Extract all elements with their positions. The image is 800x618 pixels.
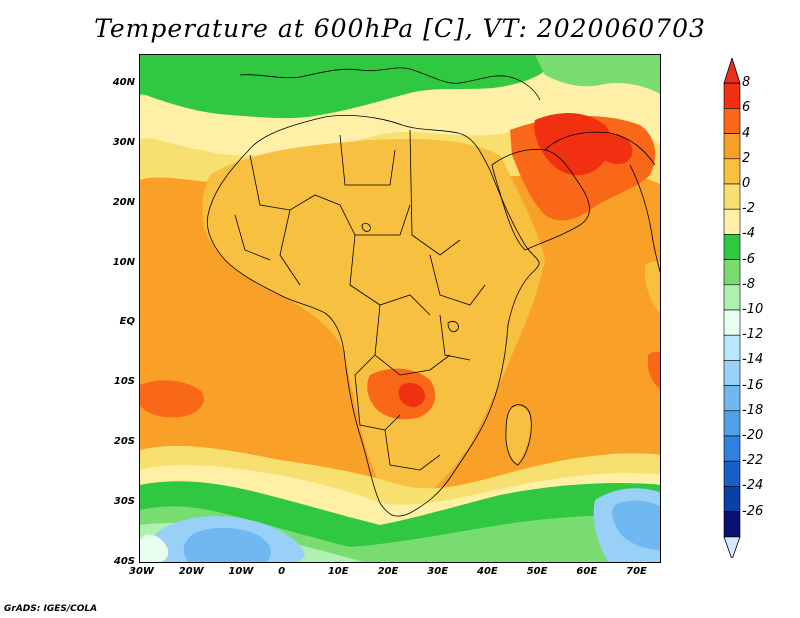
field-atlantic-hot bbox=[140, 380, 204, 418]
colorbar-swatch bbox=[723, 82, 741, 109]
lon-tick-label: 20W bbox=[178, 566, 204, 577]
colorbar-swatch bbox=[723, 133, 741, 160]
madagascar-coastline bbox=[505, 404, 532, 466]
africa-coastline bbox=[206, 115, 540, 517]
lon-tick-label: 50E bbox=[526, 566, 548, 577]
colorbar-tick-label: -20 bbox=[742, 428, 764, 443]
border-1 bbox=[249, 154, 411, 236]
europe-coastline bbox=[239, 67, 541, 101]
lon-tick-label: 30E bbox=[427, 566, 449, 577]
map-canvas bbox=[140, 55, 660, 562]
lake-victoria bbox=[447, 321, 459, 333]
colorbar-swatch bbox=[723, 108, 741, 134]
lat-tick-label: 40S bbox=[113, 556, 135, 567]
colorbar-swatch bbox=[723, 183, 741, 210]
colorbar-tick-label: -18 bbox=[742, 402, 764, 418]
border-3 bbox=[409, 129, 461, 256]
colorbar-swatch bbox=[723, 385, 741, 412]
field-south-hot-2 bbox=[398, 383, 425, 407]
coastlines-borders bbox=[206, 67, 660, 517]
border-8 bbox=[384, 429, 441, 471]
temperature-field bbox=[140, 55, 660, 562]
border-10 bbox=[279, 209, 301, 286]
border-9 bbox=[439, 314, 471, 361]
lon-tick-label: 30W bbox=[129, 566, 154, 577]
colorbar-tick-label: 0 bbox=[742, 176, 751, 191]
colorbar-tick-label: -2 bbox=[742, 201, 755, 217]
lon-tick-label: 20E bbox=[377, 566, 399, 577]
colorbar-tick-label: -4 bbox=[742, 226, 755, 242]
lat-tick-label: 20N bbox=[112, 196, 135, 208]
colorbar-swatch bbox=[723, 460, 741, 487]
colorbar-swatch bbox=[723, 511, 741, 538]
lat-tick-label: 40N bbox=[112, 76, 135, 88]
colorbar-tick-label: -8 bbox=[742, 276, 755, 292]
lat-tick-label: 20S bbox=[113, 436, 135, 448]
field-madagascar bbox=[505, 406, 531, 463]
map-title: Temperature at 600hPa [C], VT: 202006070… bbox=[94, 14, 706, 43]
colorbar-tick-label: 4 bbox=[742, 125, 751, 141]
field-africa-land bbox=[202, 138, 545, 510]
colorbar-swatch bbox=[723, 158, 741, 185]
colorbar-tick-label: -26 bbox=[742, 503, 764, 519]
border-7 bbox=[354, 354, 401, 431]
colorbar-tick-label: 8 bbox=[742, 75, 751, 91]
lon-tick-label: 0 bbox=[278, 566, 286, 577]
field-cold-west-pale bbox=[140, 534, 169, 562]
colorbar bbox=[723, 58, 741, 558]
field-cold-east-deep bbox=[612, 500, 660, 550]
lat-tick-label: 10N bbox=[112, 256, 135, 268]
colorbar-swatch bbox=[723, 234, 741, 260]
colorbar-tick-label: -24 bbox=[742, 478, 764, 494]
colorbar-swatch bbox=[723, 435, 741, 462]
colorbar-swatch bbox=[723, 208, 741, 235]
field-cold-west-deep bbox=[183, 527, 271, 562]
field-east-hot-spot bbox=[648, 351, 660, 389]
colorbar-swatch bbox=[723, 259, 741, 286]
field-arabia-very-hot-2 bbox=[595, 133, 633, 165]
border-11 bbox=[234, 214, 271, 261]
field-north-green bbox=[140, 55, 560, 119]
india-coastline bbox=[629, 164, 660, 274]
border-5 bbox=[429, 254, 486, 306]
lon-tick-label: 70E bbox=[626, 566, 647, 577]
colorbar-swatch bbox=[723, 486, 741, 512]
colorbar-top-arrow bbox=[723, 58, 741, 84]
credit-text: GrADS: IGES/COLA bbox=[4, 604, 98, 614]
colorbar-swatch bbox=[723, 360, 741, 386]
border-2 bbox=[339, 134, 396, 186]
colorbar-swatch bbox=[723, 334, 741, 361]
colorbar-bottom-arrow bbox=[723, 536, 741, 558]
lat-tick-label: 30S bbox=[113, 496, 135, 508]
lon-tick-label: 10W bbox=[228, 566, 254, 577]
lon-tick-label: 40E bbox=[477, 566, 498, 577]
lat-tick-label: 30N bbox=[112, 136, 135, 148]
lat-tick-label: 10S bbox=[113, 376, 135, 388]
colorbar-tick-label: -22 bbox=[742, 453, 764, 469]
lat-tick-label: EQ bbox=[119, 316, 135, 328]
colorbar-swatch bbox=[723, 284, 741, 311]
field-arabia-very-hot bbox=[534, 113, 612, 176]
colorbar-tick-label: -10 bbox=[742, 302, 764, 317]
colorbar-swatch bbox=[723, 410, 741, 437]
field-north-green-east bbox=[535, 55, 660, 94]
colorbar-tick-label: -6 bbox=[742, 251, 755, 267]
field-indian-east-mild bbox=[645, 261, 660, 314]
colorbar-tick-label: 2 bbox=[742, 150, 751, 166]
colorbar-tick-label: -16 bbox=[742, 377, 764, 393]
colorbar-tick-label: -14 bbox=[742, 352, 764, 368]
temperature-map bbox=[139, 54, 661, 563]
colorbar-tick-label: -12 bbox=[742, 327, 764, 343]
lon-tick-label: 60E bbox=[576, 566, 598, 577]
colorbar-swatch bbox=[723, 309, 741, 336]
colorbar-tick-label: 6 bbox=[742, 100, 751, 116]
lon-tick-label: 10E bbox=[327, 566, 349, 577]
border-6 bbox=[374, 304, 451, 376]
iran-coastline bbox=[544, 131, 656, 166]
lake-chad bbox=[361, 222, 371, 232]
